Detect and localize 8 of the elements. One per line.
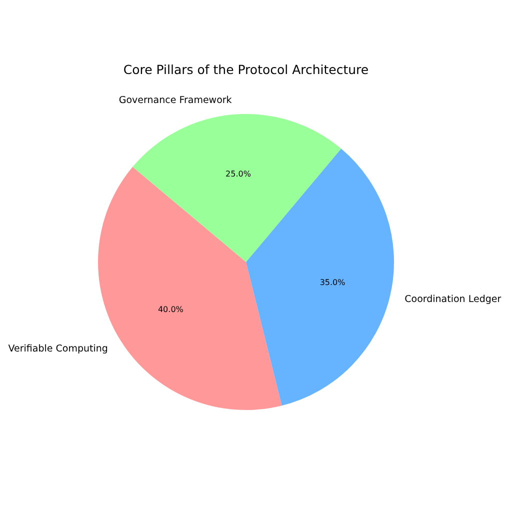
slice-label: Governance Framework xyxy=(118,95,232,106)
data-label: 35.0% xyxy=(320,278,346,287)
pie-slice xyxy=(132,114,342,262)
slice-label: Verifiable Computing xyxy=(8,344,108,355)
slice-label: Coordination Ledger xyxy=(404,294,502,305)
chart-title: Core Pillars of the Protocol Architecture xyxy=(123,62,369,77)
data-label: 40.0% xyxy=(158,304,184,314)
data-label: 25.0% xyxy=(226,169,252,178)
